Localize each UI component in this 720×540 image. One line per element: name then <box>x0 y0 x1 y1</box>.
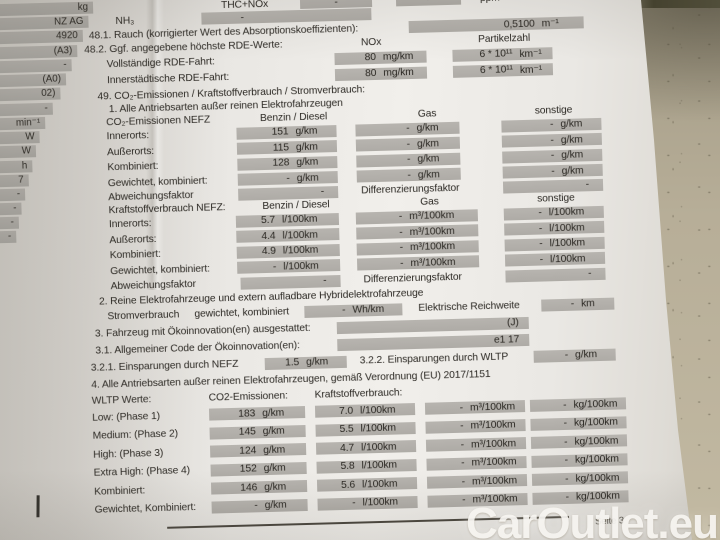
nh3-label: NH₃ <box>115 14 135 27</box>
edge-fragment: - <box>0 188 26 202</box>
fuel-sonstige-box: - l/100km <box>504 252 606 267</box>
watermark-text: CarOutlet.eu <box>465 499 719 540</box>
wltp-fuel-box: 5.6 l/100km <box>316 477 418 492</box>
edge-fragment: NZ AG <box>0 15 89 31</box>
co2-gas-box: - g/km <box>356 167 461 183</box>
co2-benzin-box: - g/km <box>237 171 338 186</box>
wltp-fuel-box: 5.5 l/100km <box>315 421 416 437</box>
stromverbrauch-label: Stromverbrauch <box>107 309 180 323</box>
row-label: Low: (Phase 1) <box>92 410 161 424</box>
stromverbrauch-box: - Wh/km <box>304 302 403 318</box>
fuel-gas-box: - m³/100km <box>356 239 479 256</box>
edge-fragment: W <box>0 145 37 159</box>
fuel-gas-box: - m³/100km <box>355 209 478 225</box>
wltp-gas-box: - m³/100km <box>425 418 526 434</box>
rde-partikel-box: 6 * 10¹¹ km⁻¹ <box>452 62 554 78</box>
wltp-fuel-box: 7.0 l/100km <box>314 403 416 418</box>
edge-fragment: min⁻¹ <box>0 116 46 131</box>
wltp-co2-box: 145 g/km <box>209 424 306 440</box>
wltp-gas-box: - m³/100km <box>425 437 527 452</box>
co2-sonstige-box: - g/km <box>501 133 602 148</box>
fuel-benzin-box: 5.7 l/100km <box>235 212 340 228</box>
rde-nox-box: 80 mg/km <box>334 66 428 81</box>
edge-fragment: W <box>0 131 40 145</box>
fuel-sonstige-box: - l/100km <box>504 221 605 236</box>
document-content: THC+NOx - - ppm NH₃ - 48.1. Rauch (korri… <box>78 0 652 529</box>
wltp-fuel-box: 5.8 l/100km <box>316 458 417 474</box>
fuel-sonstige-box: - l/100km <box>503 205 604 221</box>
co2-gas-box: - g/km <box>355 121 460 137</box>
wltp-gas-box: - m³/100km <box>426 474 528 489</box>
paper-crease <box>146 0 164 290</box>
wltp-co2-box: - g/km <box>211 498 308 514</box>
fuel-benzin-box: 4.9 l/100km <box>236 243 340 259</box>
wltp-co2-box: 124 g/km <box>209 443 307 458</box>
fuel-benzin-box: 4.4 l/100km <box>236 228 340 244</box>
abweichungsfaktor-box: - <box>240 274 341 290</box>
wltp-fuel-box: 4.7 l/100km <box>315 440 417 455</box>
wltp-fuel-box: - l/100km <box>317 495 418 511</box>
pen-mark <box>36 495 40 518</box>
co2-sonstige-box: - g/km <box>502 148 603 164</box>
wltp-co2-box: 146 g/km <box>210 480 308 495</box>
background-surface-dark-edge <box>625 0 720 8</box>
einsparungen-wltp-box: - g/km <box>533 348 616 363</box>
row-label: Medium: (Phase 2) <box>92 428 179 443</box>
row-label: Gewichtet, Kombiniert: <box>94 502 197 516</box>
wltp-h2-box: - kg/100km <box>529 397 627 413</box>
einsparungen-nefz-box: 1.5 g/km <box>264 355 347 370</box>
edge-fragment: - <box>0 230 17 244</box>
row-label: Innerorts: <box>108 218 152 231</box>
edge-fragment: - <box>0 202 22 216</box>
rde-partikel-box: 6 * 10¹¹ km⁻¹ <box>452 46 553 62</box>
edge-fragment: (A3) <box>0 45 78 60</box>
wltp-co2-box: 183 g/km <box>208 406 306 421</box>
co2-benzin-box: 115 g/km <box>236 140 338 155</box>
wltp-co2-box: 152 g/km <box>210 461 307 477</box>
wltp-h2-box: - kg/100km <box>531 471 629 487</box>
wltp-label: WLTP Werte: <box>91 393 152 407</box>
rde-nox-box: 80 mg/km <box>334 50 427 65</box>
row-label: Kombiniert: <box>107 161 159 174</box>
edge-fragment: - <box>0 216 20 230</box>
co2-gas-box: - g/km <box>355 136 461 152</box>
edge-fragment: 4920 <box>0 29 83 45</box>
co2-benzin-box: 128 g/km <box>237 155 338 171</box>
fuel-gas-box: - m³/100km <box>356 224 479 240</box>
wltp-h2-box: - kg/100km <box>530 434 628 450</box>
edge-fragment: 02) <box>0 87 61 102</box>
row-label: Kombiniert: <box>94 485 146 498</box>
co2-sonstige-box: - g/km <box>502 164 603 179</box>
reichweite-box: - km <box>541 297 615 312</box>
row-label: High: (Phase 3) <box>93 447 164 461</box>
wltp-gas-box: - m³/100km <box>424 400 526 416</box>
fuel-benzin-box: - l/100km <box>237 259 341 275</box>
co2-benzin-box: 151 g/km <box>236 124 337 140</box>
edge-fragment: h <box>0 160 33 174</box>
row-label: Außerorts: <box>109 233 157 246</box>
co2-sonstige-box: - g/km <box>501 117 602 133</box>
co2-gas-box: - g/km <box>356 152 461 168</box>
wltp-h2-box: - kg/100km <box>531 453 628 468</box>
edge-fragment: (A0) <box>0 73 67 88</box>
edge-fragment: - <box>0 102 53 117</box>
wltp-h2-box: - kg/100km <box>530 416 627 431</box>
rde-col-nox: NOx <box>360 36 382 49</box>
differenzierungsfaktor-box: - <box>505 267 606 283</box>
fuel-gas-box: - m³/100km <box>356 255 480 271</box>
row-label: Innerorts: <box>106 130 150 143</box>
edge-fragment: - <box>0 59 72 74</box>
row-label: Außerorts: <box>106 145 155 159</box>
row-label: Kombiniert: <box>109 249 161 262</box>
wltp-gas-box: - m³/100km <box>426 455 527 471</box>
edge-fragment: 7 <box>0 174 29 188</box>
fuel-sonstige-box: - l/100km <box>504 236 605 252</box>
